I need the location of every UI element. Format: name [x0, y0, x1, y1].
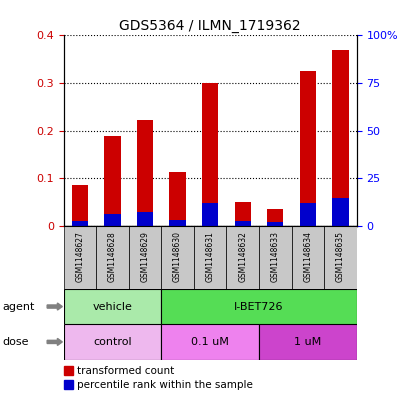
Bar: [104, 136, 120, 226]
Text: GSM1148631: GSM1148631: [205, 231, 214, 282]
Bar: [169, 220, 185, 226]
Bar: [267, 209, 283, 226]
Bar: [331, 198, 348, 226]
Text: GSM1148628: GSM1148628: [108, 231, 117, 282]
Bar: [202, 203, 218, 226]
Bar: [169, 172, 185, 226]
Text: GSM1148630: GSM1148630: [173, 231, 182, 282]
Text: GSM1148633: GSM1148633: [270, 231, 279, 282]
Bar: [324, 226, 356, 289]
Bar: [299, 203, 315, 226]
Bar: [267, 222, 283, 226]
Bar: [258, 226, 291, 289]
Bar: [226, 226, 258, 289]
Text: I-BET726: I-BET726: [234, 301, 283, 312]
Text: 1 uM: 1 uM: [294, 337, 321, 347]
Text: 0.1 uM: 0.1 uM: [191, 337, 229, 347]
Text: dose: dose: [2, 337, 29, 347]
Text: percentile rank within the sample: percentile rank within the sample: [76, 380, 252, 389]
Bar: [161, 226, 193, 289]
Bar: [137, 120, 153, 226]
Text: transformed count: transformed count: [76, 366, 173, 376]
Bar: [234, 221, 250, 226]
Bar: [193, 226, 226, 289]
Bar: [234, 202, 250, 226]
Text: GSM1148629: GSM1148629: [140, 231, 149, 282]
Bar: [128, 226, 161, 289]
Bar: [63, 226, 96, 289]
Bar: [161, 324, 258, 360]
Bar: [258, 324, 356, 360]
Text: agent: agent: [2, 301, 34, 312]
Bar: [72, 221, 88, 226]
Bar: [299, 71, 315, 226]
Text: control: control: [93, 337, 131, 347]
Text: GSM1148634: GSM1148634: [303, 231, 312, 282]
Bar: [63, 289, 161, 324]
Bar: [202, 83, 218, 226]
Text: GSM1148632: GSM1148632: [238, 231, 247, 282]
Text: vehicle: vehicle: [92, 301, 132, 312]
Bar: [104, 214, 120, 226]
Bar: [331, 50, 348, 226]
Bar: [72, 185, 88, 226]
Bar: [291, 226, 324, 289]
Bar: [161, 289, 356, 324]
Bar: [63, 324, 161, 360]
Bar: [137, 212, 153, 226]
Text: GSM1148627: GSM1148627: [75, 231, 84, 282]
Title: GDS5364 / ILMN_1719362: GDS5364 / ILMN_1719362: [119, 19, 300, 33]
Text: GSM1148635: GSM1148635: [335, 231, 344, 282]
Bar: [96, 226, 128, 289]
